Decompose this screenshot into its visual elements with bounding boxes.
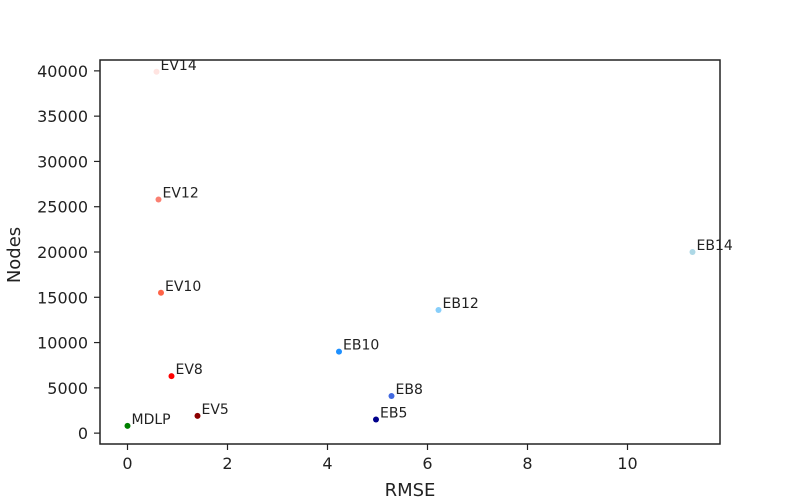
data-point-label: EV10 <box>165 279 201 295</box>
points-layer: MDLP EV5 EV8 EV10 EV12 EV14 EB5 EB8 EB10 EB12 EB14 <box>124 58 733 429</box>
data-point <box>689 249 696 255</box>
y-tick-label: 15000 <box>37 288 88 307</box>
data-point <box>373 416 379 423</box>
data-point-label: EV14 <box>161 58 197 74</box>
y-axis-label: Nodes <box>4 227 25 283</box>
data-point <box>153 68 160 75</box>
y-tick-label: 30000 <box>37 152 88 171</box>
data-point <box>155 196 162 203</box>
data-point <box>168 373 175 380</box>
data-point <box>158 289 164 296</box>
y-tick-label: 40000 <box>37 62 88 81</box>
data-point-label: MDLP <box>132 412 171 428</box>
y-tick-label: 0 <box>78 424 88 443</box>
plot-frame <box>99 59 721 445</box>
x-tick-label: 6 <box>422 454 432 473</box>
data-point-label: EB8 <box>396 382 423 398</box>
data-point-label: EB5 <box>380 406 407 422</box>
ticks-layer: 0 2 4 6 8 10 0 5000 10000 15000 20000 25000 30000 350… <box>37 62 638 473</box>
x-tick-label: 2 <box>222 454 232 473</box>
x-tick-label: 10 <box>617 454 637 473</box>
x-tick-label: 0 <box>122 454 132 473</box>
data-point <box>435 306 442 313</box>
data-point-label: EV5 <box>202 402 229 418</box>
x-axis-label: RMSE <box>385 480 436 500</box>
data-point <box>124 422 131 429</box>
data-point-label: EV8 <box>176 362 203 378</box>
y-tick-label: 20000 <box>37 243 88 262</box>
data-point <box>336 348 342 355</box>
y-tick-label: 25000 <box>37 198 88 217</box>
data-point-label: EB14 <box>697 238 733 254</box>
data-point-label: EB12 <box>443 296 479 312</box>
data-point <box>194 412 201 419</box>
y-tick-label: 5000 <box>47 379 88 398</box>
data-point-label: EB10 <box>343 338 379 354</box>
y-tick-label: 10000 <box>37 334 88 353</box>
data-point-label: EV12 <box>163 185 199 201</box>
x-tick-label: 8 <box>522 454 532 473</box>
x-tick-label: 4 <box>322 454 332 473</box>
data-point <box>388 393 395 399</box>
y-tick-label: 35000 <box>37 107 88 126</box>
